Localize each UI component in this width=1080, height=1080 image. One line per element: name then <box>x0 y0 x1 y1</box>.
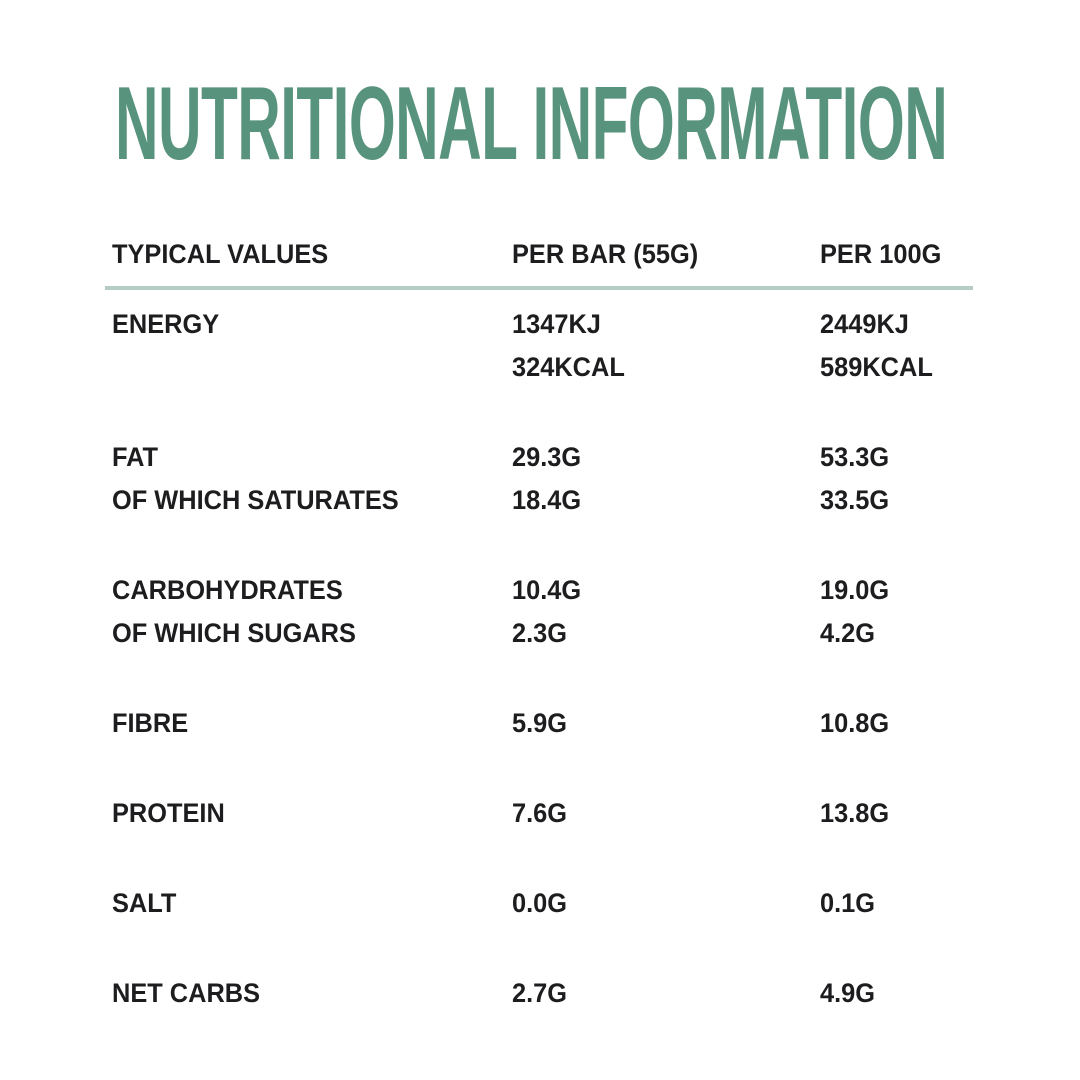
value-per-bar: 2.3G <box>512 618 568 648</box>
nutrient-group: FAT 29.3G 53.3G OF WHICH SATURATES 18.4G 33.5… <box>112 436 973 522</box>
value-per-100g: 19.0G <box>820 575 890 605</box>
title-wrap: NUTRITIONAL INFORMATION <box>115 72 965 177</box>
nutrient-label: NET CARBS <box>112 978 261 1008</box>
table-row: ENERGY 1347KJ 2449KJ <box>112 303 973 346</box>
table-row: SALT 0.0G 0.1G <box>112 882 973 925</box>
nutrition-table: TYPICAL VALUES PER BAR (55G) PER 100G EN… <box>105 238 973 1015</box>
nutrient-group: CARBOHYDRATES 10.4G 19.0G OF WHICH SUGARS 2.… <box>112 569 973 655</box>
value-per-100g: 53.3G <box>820 442 890 472</box>
value-per-100g: 10.8G <box>820 708 890 738</box>
table-row: OF WHICH SATURATES 18.4G 33.5G <box>112 479 973 522</box>
nutrient-label: OF WHICH SUGARS <box>112 618 356 648</box>
value-per-bar: 7.6G <box>512 798 568 828</box>
nutrient-group: SALT 0.0G 0.1G <box>112 882 973 925</box>
nutrient-group: FIBRE 5.9G 10.8G <box>112 702 973 745</box>
nutrient-label: FAT <box>112 442 159 472</box>
value-per-bar: 29.3G <box>512 442 582 472</box>
nutrient-group: ENERGY 1347KJ 2449KJ 324KCAL 589KCAL <box>112 303 973 389</box>
value-per-bar: 2.7G <box>512 978 568 1008</box>
value-per-bar: 324KCAL <box>512 352 625 382</box>
table-row: PROTEIN 7.6G 13.8G <box>112 792 973 835</box>
nutrient-group: PROTEIN 7.6G 13.8G <box>112 792 973 835</box>
value-per-100g: 589KCAL <box>820 352 933 382</box>
header-divider-line <box>105 286 973 290</box>
value-per-bar: 10.4G <box>512 575 582 605</box>
value-per-bar: 18.4G <box>512 485 582 515</box>
value-per-bar: 0.0G <box>512 888 568 918</box>
table-body: ENERGY 1347KJ 2449KJ 324KCAL 589KCAL FAT 29.3G… <box>112 303 973 1015</box>
table-row: 324KCAL 589KCAL <box>112 346 973 389</box>
table-row: NET CARBS 2.7G 4.9G <box>112 972 973 1015</box>
header-per-bar: PER BAR (55G) <box>512 238 699 269</box>
value-per-100g: 33.5G <box>820 485 890 515</box>
nutrient-label: CARBOHYDRATES <box>112 575 343 605</box>
nutrient-label: ENERGY <box>112 309 220 339</box>
table-row: FAT 29.3G 53.3G <box>112 436 973 479</box>
value-per-100g: 2449KJ <box>820 309 909 339</box>
value-per-100g: 4.9G <box>820 978 876 1008</box>
nutrient-label: SALT <box>112 888 177 918</box>
table-row: OF WHICH SUGARS 2.3G 4.2G <box>112 612 973 655</box>
nutrient-group: NET CARBS 2.7G 4.9G <box>112 972 973 1015</box>
value-per-bar: 5.9G <box>512 708 568 738</box>
nutrient-label: PROTEIN <box>112 798 225 828</box>
header-typical-values: TYPICAL VALUES <box>112 238 329 269</box>
page-title: NUTRITIONAL INFORMATION <box>115 66 948 182</box>
table-row: FIBRE 5.9G 10.8G <box>112 702 973 745</box>
value-per-100g: 13.8G <box>820 798 890 828</box>
table-header-row: TYPICAL VALUES PER BAR (55G) PER 100G <box>112 238 973 269</box>
nutrient-label: OF WHICH SATURATES <box>112 485 399 515</box>
table-row: CARBOHYDRATES 10.4G 19.0G <box>112 569 973 612</box>
value-per-bar: 1347KJ <box>512 309 601 339</box>
value-per-100g: 4.2G <box>820 618 876 648</box>
nutrient-label: FIBRE <box>112 708 189 738</box>
value-per-100g: 0.1G <box>820 888 876 918</box>
header-per-100g: PER 100G <box>820 238 942 269</box>
